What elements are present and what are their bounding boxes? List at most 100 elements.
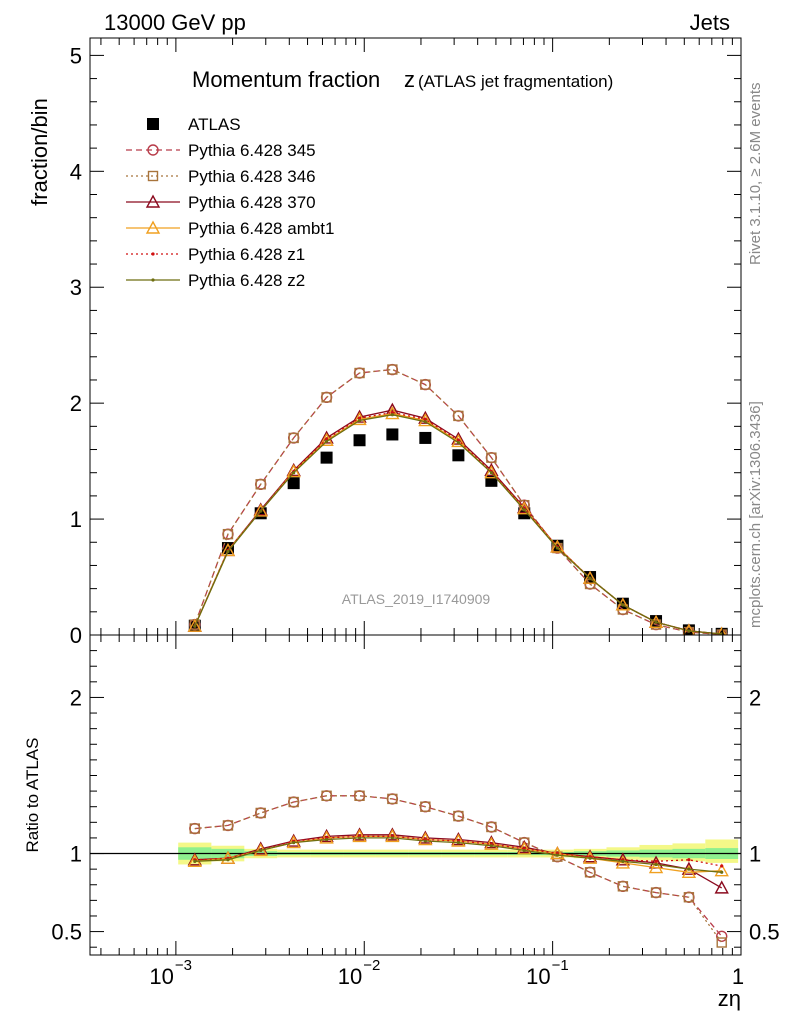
main-point-pythia-6-428-ambt1 [352,411,367,426]
legend-label: Pythia 6.428 ambt1 [188,219,334,238]
x-tick-label-exponent: −3 [175,957,192,974]
ratio-point-pythia-6-428-z2 [193,859,197,863]
main-point-pythia-6-428-346 [420,379,431,390]
ratio-point-pythia-6-428-346 [354,790,365,801]
ratio-y-axis-label: Ratio to ATLAS [23,738,42,853]
main-point-pythia-6-428-346 [453,410,464,422]
ratio-y-tick-label: 1 [70,842,82,867]
legend-marker [147,144,159,156]
main-y-tick-label: 2 [70,391,82,416]
ratio-point-pythia-6-428-ambt1 [517,841,532,855]
ratio-point-pythia-6-428-z2 [423,839,427,843]
main-point-atlas [353,434,366,447]
main-point-pythia-6-428-z2 [555,546,559,550]
ratio-point-pythia-6-428-z2 [687,867,691,871]
legend-label: Pythia 6.428 345 [188,141,316,160]
ratio-point-pythia-6-428-z2 [456,841,460,845]
main-point-pythia-6-428-z2 [687,629,691,633]
main-point-pythia-6-428-z2 [390,413,394,417]
main-point-atlas [419,431,432,444]
ratio-line-pythia-6-428-346 [194,795,723,943]
x-tick-label-base: 10 [149,964,173,989]
legend-label: ATLAS [188,115,241,134]
ratio-point-pythia-6-428-346 [617,881,629,892]
legend: ATLAS Pythia 6.428 345 Pythia 6.428 346 Pyt… [126,115,334,290]
ratio-point-pythia-6-428-ambt1 [681,864,697,878]
main-point-pythia-6-428-346 [288,432,299,444]
ratio-point-pythia-6-428-370 [319,828,334,843]
main-point-pythia-6-428-z2 [357,418,362,423]
main-point-pythia-6-428-ambt1 [517,501,532,515]
main-point-pythia-6-428-346 [354,367,365,379]
x-axis-label: zη [718,986,741,1011]
main-point-pythia-6-428-z1 [390,410,394,415]
legend-entry-atlas: ATLAS [147,115,241,134]
x-tick-label-base: 10 [526,964,550,989]
rivet-version-label: Rivet 3.1.10, ≥ 2.6M events [747,83,764,266]
ratio-point-pythia-6-428-370 [286,833,301,847]
main-point-atlas [320,451,333,464]
ratio-y-ticks [90,634,741,948]
main-point-atlas [452,449,465,462]
main-point-pythia-6-428-ambt1 [648,614,664,628]
ratio-point-pythia-6-428-z2 [654,862,658,867]
main-point-pythia-6-428-346 [486,452,497,463]
ratio-point-pythia-6-428-ambt1 [550,846,565,860]
ratio-y-tick-label-right: 0.5 [749,920,780,945]
main-point-pythia-6-428-ambt1 [187,618,202,632]
legend-entry-pythia-6-428-346: Pythia 6.428 346 [126,167,316,186]
ratio-point-pythia-6-428-370 [385,827,400,841]
mcplots-label: mcplots.cern.ch [arXiv:1306.3436] [747,401,764,628]
ratio-point-pythia-6-428-ambt1 [714,863,729,877]
main-point-pythia-6-428-z1 [456,438,460,442]
main-title: Momentum fraction z (ATLAS jet fragmenta… [192,67,613,92]
main-y-tick-label: 5 [70,43,82,68]
x-tick-label: 1 [732,964,744,989]
x-tick-label-base: 1 [732,964,744,989]
main-point-pythia-6-428-z2 [489,471,493,475]
main-point-atlas [386,428,399,441]
x-tick-label-exponent: −2 [363,957,380,974]
main-point-pythia-6-428-z2 [259,509,263,513]
main-series-layer [187,363,728,635]
energy-label: 13000 GeV pp [104,10,246,35]
main-series-pythia-6-428-z2 [193,413,724,635]
ratio-point-pythia-6-428-z1 [720,864,724,868]
ratio-point-pythia-6-428-346 [650,887,662,898]
main-point-pythia-6-428-346 [255,479,266,490]
ratio-plot-frame [89,634,742,956]
main-point-pythia-6-428-z2 [654,620,658,624]
main-point-pythia-6-428-346 [321,392,332,403]
main-point-pythia-6-428-z2 [193,624,197,628]
ratio-point-pythia-6-428-370 [418,830,433,844]
x-tick-label-exponent: −1 [552,957,569,974]
ratio-point-pythia-6-428-370 [352,827,367,841]
main-point-pythia-6-428-346 [387,364,398,375]
ratio-y-tick-label-right: 2 [749,685,761,710]
legend-entry-pythia-6-428-370: Pythia 6.428 370 [126,193,316,212]
legend-entry-pythia-6-428-ambt1: Pythia 6.428 ambt1 [126,219,334,238]
main-point-atlas [287,477,300,490]
ratio-point-pythia-6-428-z2 [588,856,592,860]
main-title-subtitle: (ATLAS jet fragmentation) [418,72,613,91]
ratio-y-tick-label: 0.5 [51,920,82,945]
legend-label: Pythia 6.428 346 [188,167,316,186]
x-tick-labels: 10 −3 10 −2 10 −1 1 [149,957,744,989]
ratio-x-ticks [100,635,742,955]
main-point-pythia-6-428-346 [222,528,234,540]
main-title-symbol: z [404,67,415,92]
ratio-point-pythia-6-428-z2 [522,848,526,853]
ratio-point-pythia-6-428-346 [683,892,695,903]
main-point-pythia-6-428-z2 [324,439,329,444]
legend-marker [147,170,159,182]
ratio-point-pythia-6-428-z1 [687,858,691,862]
main-point-pythia-6-428-ambt1 [418,413,433,427]
main-point-pythia-6-428-z2 [226,549,230,554]
main-point-pythia-6-428-ambt1 [484,465,499,479]
ratio-point-pythia-6-428-z2 [324,837,329,842]
ratio-point-pythia-6-428-370 [484,835,499,849]
legend-label: Pythia 6.428 z2 [188,271,305,290]
main-y-axis-label: fraction/bin [27,98,52,206]
x-tick-label: 10 −2 [338,957,381,989]
